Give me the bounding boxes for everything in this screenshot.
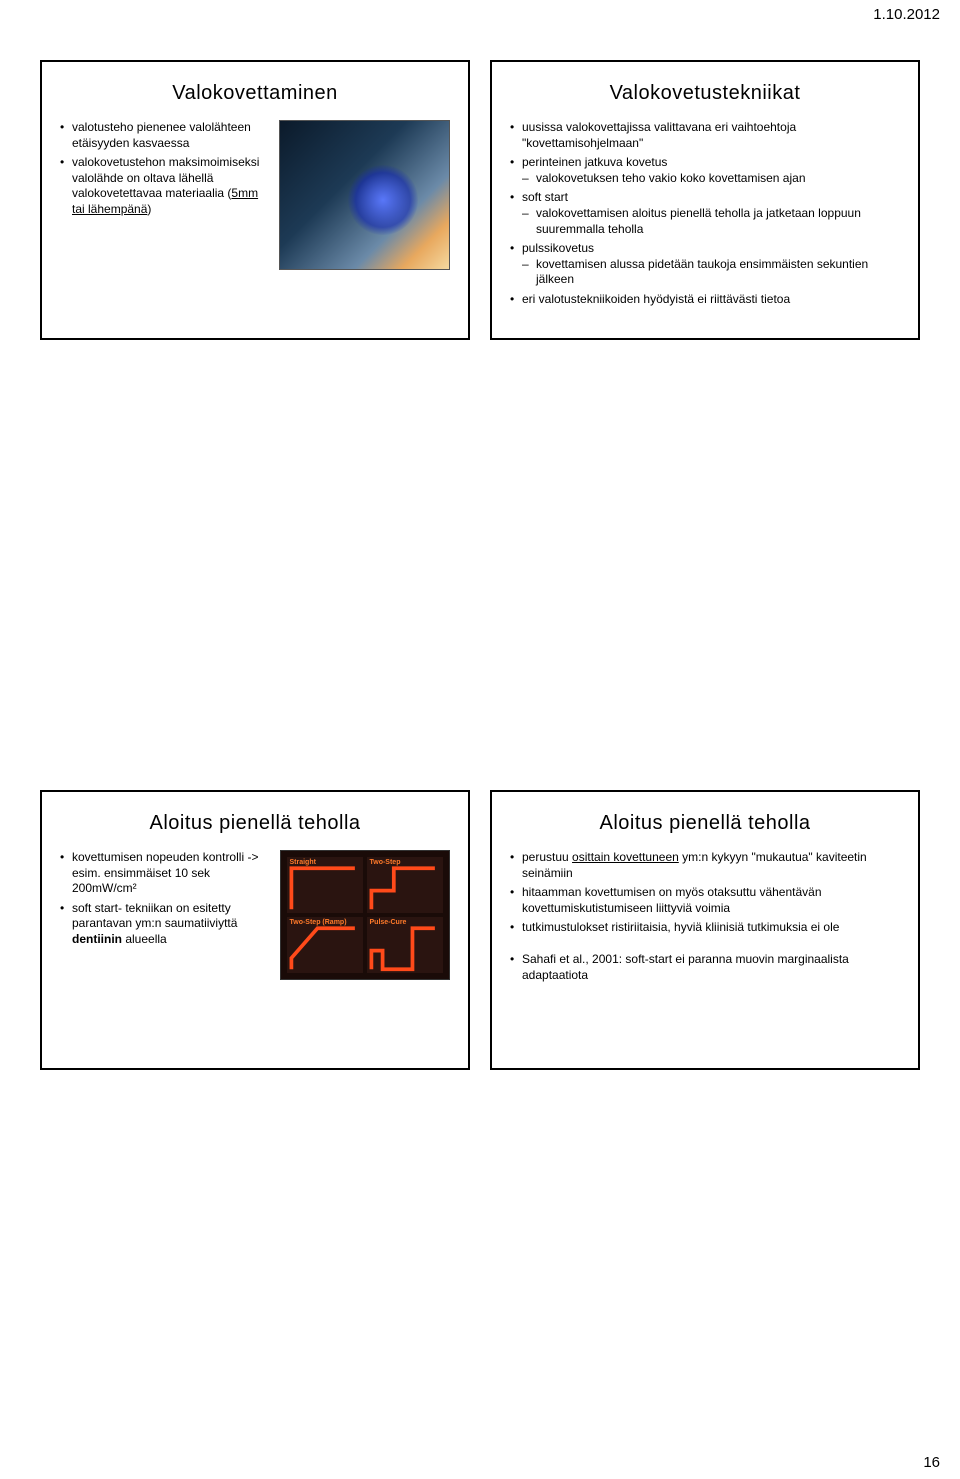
list-item: pulssikovetuskovettamisen alussa pidetää… [510,241,900,288]
slide-valokovettaminen: Valokovettaminen valotusteho pienenee va… [40,60,470,340]
list-item: valokovetustehon maksimoimiseksi valoläh… [60,155,269,217]
page-date: 1.10.2012 [873,6,940,23]
list-item: eri valotustekniikoiden hyödyistä ei rii… [510,292,900,308]
list-item: hitaamman kovettumisen on myös otaksuttu… [510,885,900,916]
list-spacer [510,940,900,948]
bullet-list: uusissa valokovettajissa valittavana eri… [510,120,900,308]
photo-curing-light [279,120,450,270]
slide-aloitus-pienella-1: Aloitus pienellä teholla kovettumisen no… [40,790,470,1070]
list-item: perustuu osittain kovettuneen ym:n kykyy… [510,850,900,881]
chart-curing-modes: Straight Two-Step Two-Step (Ramp) Pulse-… [280,850,450,980]
list-item: kovettumisen nopeuden kontrolli -> esim.… [60,850,269,897]
slide-grid: Valokovettaminen valotusteho pienenee va… [40,60,920,1070]
bullet-list: valotusteho pienenee valolähteen etäisyy… [60,120,269,218]
list-item: valokovettamisen aloitus pienellä teholl… [522,206,900,237]
list-item: uusissa valokovettajissa valittavana eri… [510,120,900,151]
chart-label: Pulse-Cure [370,918,407,927]
list-item: soft start- tekniikan on esitetty parant… [60,901,269,948]
slide-title: Aloitus pienellä teholla [60,810,450,836]
sub-list: valokovetuksen teho vakio koko kovettami… [522,171,900,187]
sub-list: kovettamisen alussa pidetään taukoja ens… [522,257,900,288]
slide-aloitus-pienella-2: Aloitus pienellä teholla perustuu ositta… [490,790,920,1070]
slide-title: Valokovetustekniikat [510,80,900,106]
chart-label: Two-Step (Ramp) [290,918,347,927]
list-item: perinteinen jatkuva kovetusvalokovetukse… [510,155,900,186]
chart-label: Straight [290,858,316,867]
chart-label: Two-Step [370,858,401,867]
list-item: valotusteho pienenee valolähteen etäisyy… [60,120,269,151]
bullet-list: perustuu osittain kovettuneen ym:n kykyy… [510,850,900,983]
chart-straight: Straight [287,857,363,913]
list-item: Sahafi et al., 2001: soft-start ei paran… [510,952,900,983]
slide-valokovetustekniikat: Valokovetustekniikat uusissa valokovetta… [490,60,920,340]
slide-title: Aloitus pienellä teholla [510,810,900,836]
slide-title: Valokovettaminen [60,80,450,106]
list-item: soft startvalokovettamisen aloitus piene… [510,190,900,237]
list-item: tutkimustulokset ristiriitaisia, hyviä k… [510,920,900,936]
chart-two-step: Two-Step [367,857,443,913]
chart-two-step-ramp: Two-Step (Ramp) [287,917,363,973]
page-number: 16 [923,1454,940,1471]
list-item: valokovetuksen teho vakio koko kovettami… [522,171,900,187]
chart-pulse-cure: Pulse-Cure [367,917,443,973]
bullet-list: kovettumisen nopeuden kontrolli -> esim.… [60,850,269,948]
list-item: kovettamisen alussa pidetään taukoja ens… [522,257,900,288]
sub-list: valokovettamisen aloitus pienellä teholl… [522,206,900,237]
